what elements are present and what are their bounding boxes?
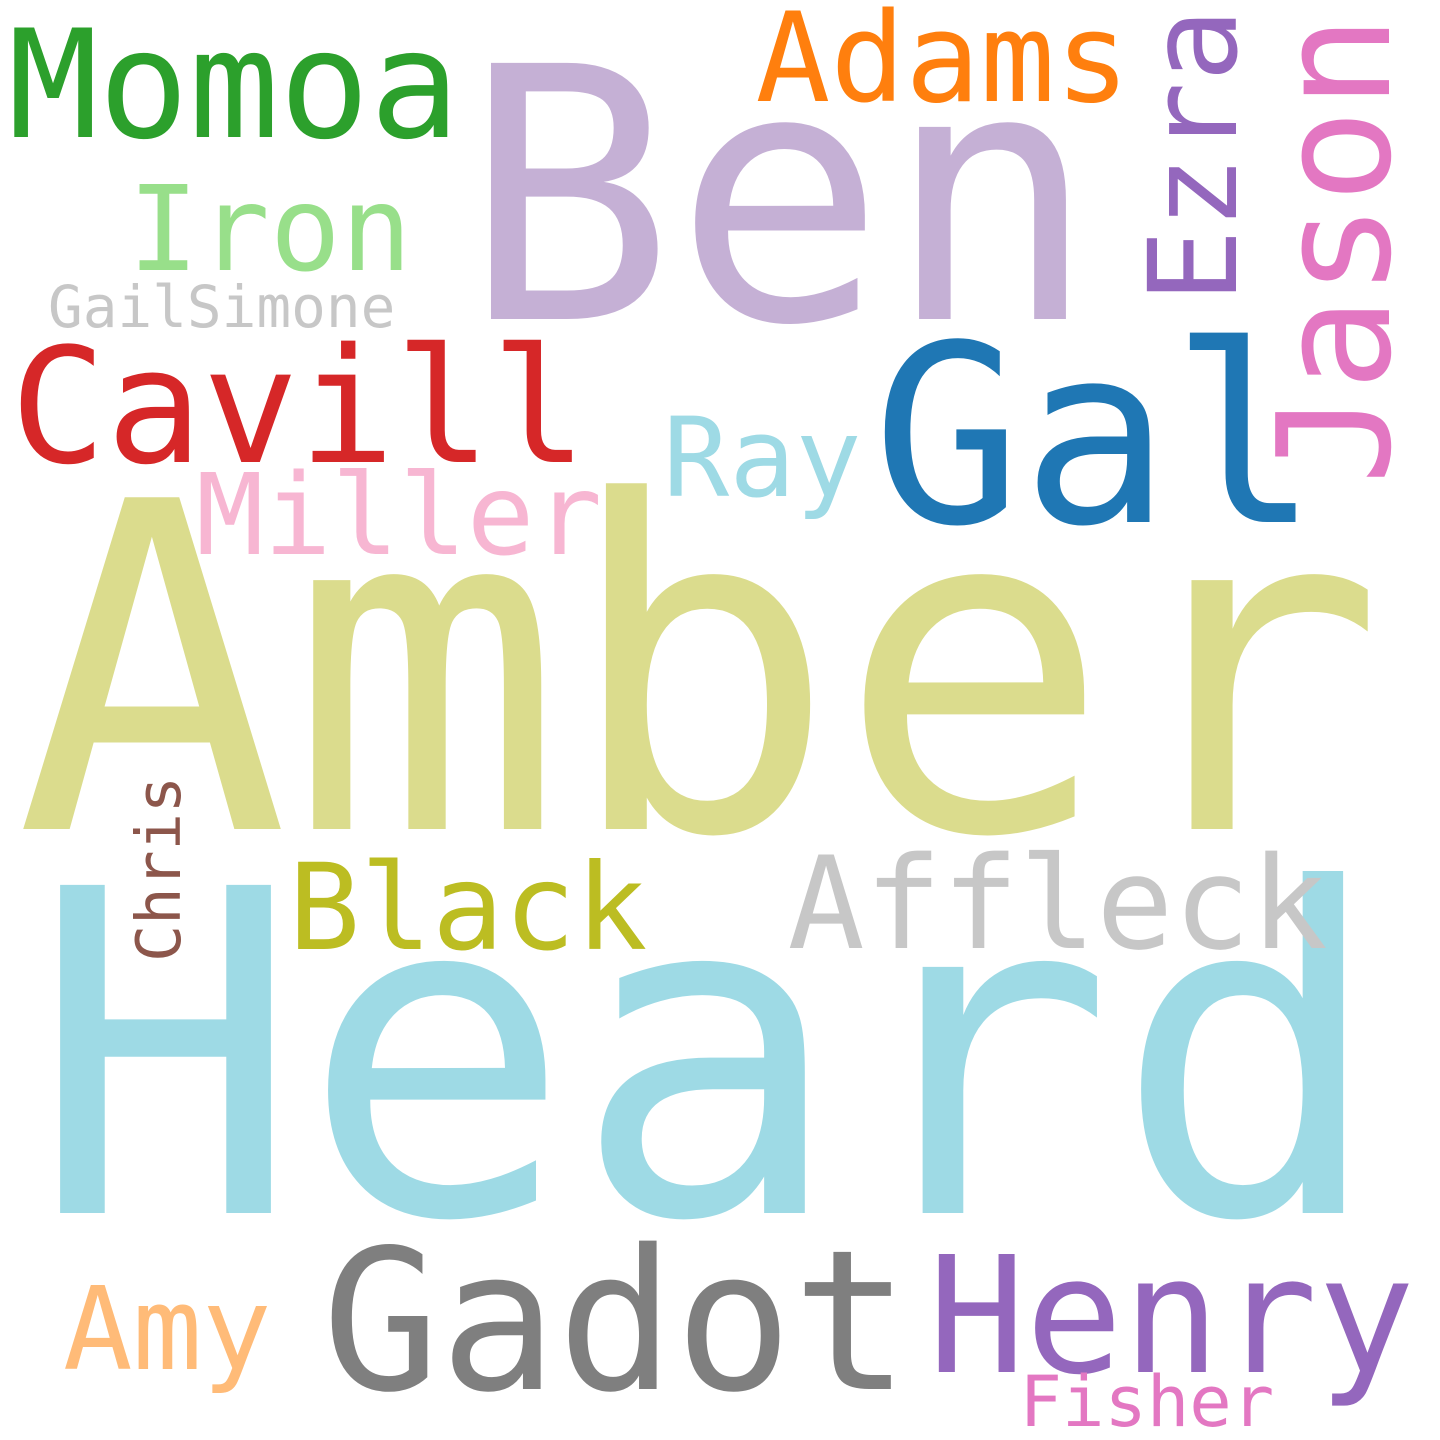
word-jason: Jason [1244, 15, 1426, 485]
word-heard: Heard [30, 795, 1386, 1320]
word-gailsimone: GailSimone [48, 272, 396, 341]
word-ezra: Ezra [1121, 8, 1265, 303]
word-momoa: Momoa [8, 0, 461, 173]
word-chris: Chris [123, 776, 195, 962]
word-henry: Henry [928, 1222, 1416, 1411]
word-gadot: Gadot [322, 1209, 910, 1436]
word-cavill: Cavill [10, 313, 588, 500]
word-amber: Amber [15, 408, 1386, 937]
word-ben: Ben [462, 0, 1098, 402]
word-ray: Ray [663, 394, 862, 522]
word-adams: Adams [755, 0, 1130, 131]
word-miller: Miller [196, 450, 603, 581]
word-amy: Amy [63, 1262, 272, 1397]
word-gal: Gal [872, 293, 1320, 581]
word-affleck: Affleck [787, 830, 1328, 979]
word-black: Black [288, 839, 648, 978]
word-iron: Iron [128, 161, 412, 298]
word-fisher: Fisher [1019, 1361, 1275, 1440]
